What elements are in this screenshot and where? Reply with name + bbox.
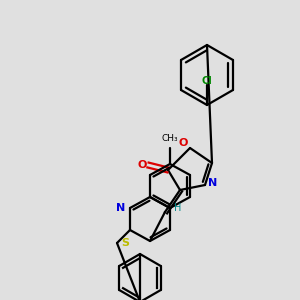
Text: Cl: Cl <box>202 76 212 86</box>
Text: N: N <box>208 178 217 188</box>
Text: O: O <box>137 160 147 170</box>
Text: N: N <box>116 203 126 213</box>
Text: CH₃: CH₃ <box>162 134 178 143</box>
Text: S: S <box>121 238 129 248</box>
Text: O: O <box>178 138 188 148</box>
Text: H: H <box>174 203 182 213</box>
